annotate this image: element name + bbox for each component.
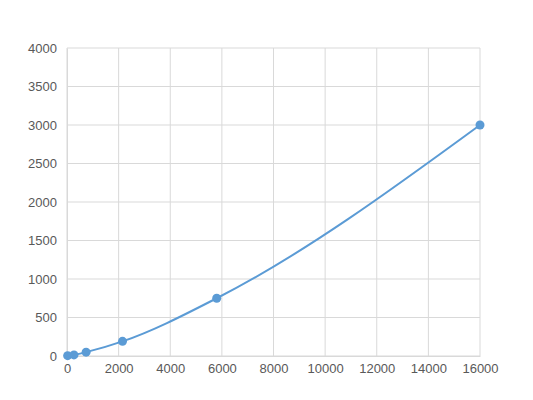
tick: 12000 [359, 356, 395, 376]
tick-label: 2000 [105, 361, 134, 376]
tick: 16000 [462, 356, 498, 376]
tick-label: 10000 [308, 361, 344, 376]
tick-label: 500 [35, 310, 57, 325]
tick-label: 16000 [462, 361, 498, 376]
tick-label: 2500 [28, 156, 57, 171]
tick-label: 1500 [28, 233, 57, 248]
tick: 3500 [28, 79, 67, 94]
marker [82, 348, 91, 357]
tick-label: 14000 [411, 361, 447, 376]
marks [63, 121, 484, 361]
grid-line [67, 279, 480, 280]
axis-line [67, 49, 68, 357]
tick: 8000 [260, 356, 289, 376]
tick-label: 6000 [208, 361, 237, 376]
grid-line [67, 202, 480, 203]
plot: 0 2000 4000 6000 8000 10000 12000 14000 16000 0 50… [28, 41, 499, 377]
tick: 3000 [28, 118, 67, 133]
tick-label: 2000 [28, 195, 57, 210]
tick-label: 3500 [28, 79, 57, 94]
tick: 4000 [28, 41, 67, 56]
tick: 14000 [411, 356, 447, 376]
tick: 6000 [208, 356, 237, 376]
tick: 2500 [28, 156, 67, 171]
marker [212, 294, 221, 303]
tick-label: 4000 [156, 361, 185, 376]
marker [118, 337, 127, 346]
x-axis: 0 2000 4000 6000 8000 10000 12000 14000 16000 [64, 356, 499, 376]
series [63, 121, 484, 361]
marker [476, 121, 485, 130]
tick: 2000 [28, 195, 67, 210]
marker [69, 350, 78, 359]
tick: 500 [35, 310, 67, 325]
tick: 2000 [105, 356, 134, 376]
grid-line [67, 48, 68, 356]
tick-label: 0 [50, 349, 57, 364]
grid-line [67, 317, 480, 318]
grid [67, 48, 480, 356]
grid-line [67, 86, 480, 87]
grid-line [67, 240, 480, 241]
tick: 10000 [308, 356, 344, 376]
tick: 1500 [28, 233, 67, 248]
y-axis: 0 500 1000 1500 2000 2500 3000 3500 4000 [28, 41, 67, 364]
line [68, 125, 480, 356]
axis-line [68, 356, 481, 357]
tick: 4000 [156, 356, 185, 376]
tick-label: 8000 [260, 361, 289, 376]
tick-label: 3000 [28, 118, 57, 133]
tick-label: 1000 [28, 272, 57, 287]
grid-line [67, 48, 480, 49]
tick-label: 12000 [359, 361, 395, 376]
grid-line [67, 163, 480, 164]
tick-label: 0 [64, 361, 71, 376]
chart: 0 2000 4000 6000 8000 10000 12000 14000 16000 0 50… [0, 0, 533, 400]
grid-line [67, 356, 480, 357]
tick: 1000 [28, 272, 67, 287]
tick-label: 4000 [28, 41, 57, 56]
grid-line [67, 125, 480, 126]
